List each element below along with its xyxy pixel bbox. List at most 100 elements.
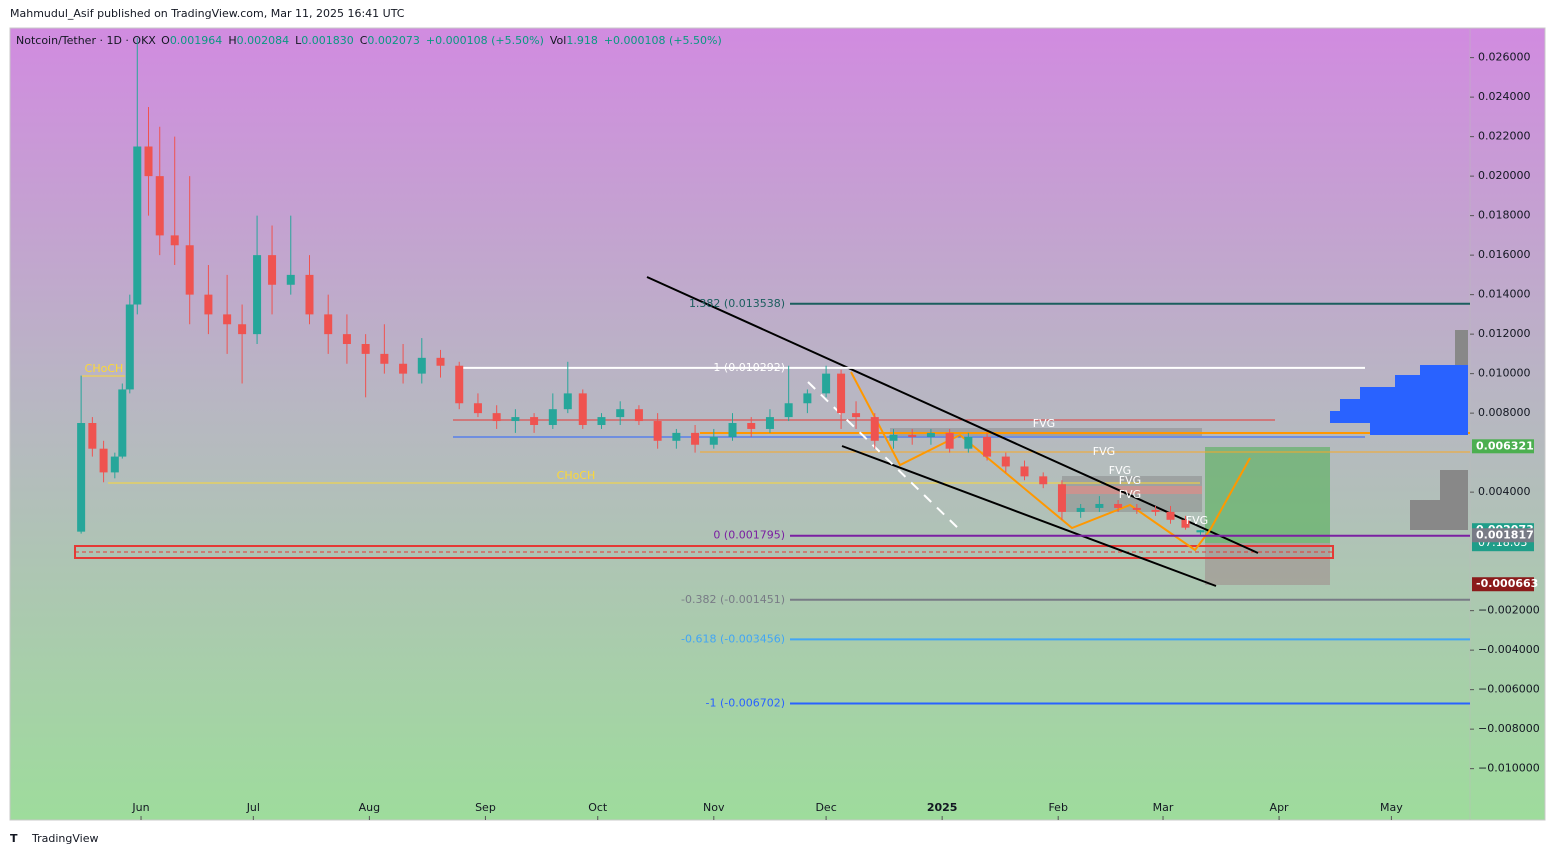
plot-area (9, 27, 1546, 821)
candle-body (634, 409, 643, 422)
vol-change: +0.000108 (+5.50%) (604, 34, 722, 47)
candle-body (492, 413, 501, 422)
candle-body (185, 245, 194, 295)
y-tick-label: −0.008000 (1478, 722, 1540, 735)
candle-body (530, 417, 539, 425)
candle-body (822, 373, 831, 394)
candle-body (399, 363, 408, 374)
candle-body (88, 423, 97, 449)
candle-body (99, 448, 108, 473)
candle-body (223, 314, 232, 325)
candle-body (473, 403, 482, 414)
fib-label: -0.382 (-0.001451) (681, 593, 785, 606)
fib-label: -1 (-0.006702) (705, 697, 785, 710)
candle-body (133, 146, 142, 305)
symbol: Notcoin/Tether · 1D · OKX (16, 34, 156, 47)
l-val: 0.001830 (301, 34, 354, 47)
y-tick-label: −0.010000 (1478, 762, 1540, 775)
stop-zone (1205, 543, 1330, 585)
x-tick-label: Mar (1153, 801, 1174, 814)
candle-body (417, 357, 426, 374)
price-tag (1472, 439, 1534, 454)
author-line: Mahmudul_Asif published on TradingView.c… (10, 7, 405, 20)
channel-top (646, 276, 1259, 554)
price-tag-label: 0.006321 (1476, 439, 1534, 452)
candle-body (1076, 507, 1085, 512)
candle-body (1114, 503, 1123, 508)
y-tick-label: 0.014000 (1478, 288, 1531, 301)
candle-body (170, 235, 179, 246)
x-tick-label: Apr (1270, 801, 1290, 814)
y-tick-label: 0.012000 (1478, 327, 1531, 340)
candle-body (324, 314, 333, 335)
fib-label: 1 (0.010292) (713, 361, 785, 374)
candle-body (380, 353, 389, 364)
annotation: FVG (1186, 514, 1208, 527)
candle-body (837, 373, 846, 414)
candle-body (870, 417, 879, 441)
c-val: 0.002073 (367, 34, 420, 47)
zigzag (850, 371, 1251, 552)
candle-body (765, 417, 774, 429)
candle-body (204, 294, 213, 315)
y-tick-label: 0.008000 (1478, 406, 1531, 419)
candle-body (110, 456, 119, 473)
candle-body (511, 417, 520, 422)
y-tick-label: −0.004000 (1478, 643, 1540, 656)
y-tick-label: 0.004000 (1478, 485, 1531, 498)
legend-line: Notcoin/Tether · 1D · OKX O0.001964 H0.002… (16, 34, 722, 47)
candle-body (728, 423, 737, 437)
candle-body (926, 432, 935, 437)
x-tick-label: Aug (359, 801, 380, 814)
candle-body (1095, 503, 1104, 508)
fib-label: 1.382 (0.013538) (689, 297, 785, 310)
price-tag-label: -0.000663 (1476, 577, 1538, 590)
candle-body (286, 274, 295, 285)
volume-profile (1330, 365, 1468, 435)
change: +0.000108 (+5.50%) (426, 34, 544, 47)
y-tick-label: 0.016000 (1478, 248, 1531, 261)
candle-body (155, 176, 164, 236)
channel-bottom (841, 445, 1217, 587)
candle-body (436, 357, 445, 366)
volume-profile-gray (1410, 330, 1468, 530)
target-zone (1205, 447, 1330, 543)
candle-body (77, 423, 86, 532)
annotation: FVG (1093, 445, 1115, 458)
candle-body (983, 436, 992, 457)
x-tick-label: Feb (1048, 801, 1067, 814)
candle-body (238, 324, 247, 335)
fib-label: -0.618 (-0.003456) (681, 632, 785, 645)
y-tick-label: 0.026000 (1478, 51, 1531, 64)
y-tick-label: −0.002000 (1478, 604, 1540, 617)
candle-body (653, 421, 662, 441)
candle-body (1181, 519, 1190, 528)
candle-body (268, 255, 277, 285)
candle-body (852, 413, 861, 418)
candle-body (908, 434, 917, 437)
annotation: FVG (1119, 474, 1141, 487)
candle-body (125, 304, 134, 390)
price-tag (1472, 577, 1534, 592)
candle-body (1039, 476, 1048, 485)
annotation: CHoCH (85, 362, 124, 375)
y-tick-label: 0.020000 (1478, 169, 1531, 182)
y-tick-label: 0.010000 (1478, 367, 1531, 380)
brand-logo: 𝗧 (10, 832, 18, 845)
candle-body (597, 417, 606, 425)
candle-body (1057, 484, 1066, 512)
candle-body (548, 409, 557, 425)
o-key: O (161, 34, 170, 47)
candle-body (1020, 466, 1029, 477)
fib-label: 0 (0.001795) (713, 529, 785, 542)
y-tick-label: 0.022000 (1478, 130, 1531, 143)
x-tick-label: Sep (475, 801, 496, 814)
candle-body (1196, 530, 1205, 533)
annotation: FVG (1109, 464, 1131, 477)
candle-body (964, 436, 973, 449)
x-tick-label: Jul (246, 801, 260, 814)
fvg-box (1062, 476, 1202, 486)
c-key: C (360, 34, 368, 47)
candle-body (709, 436, 718, 445)
